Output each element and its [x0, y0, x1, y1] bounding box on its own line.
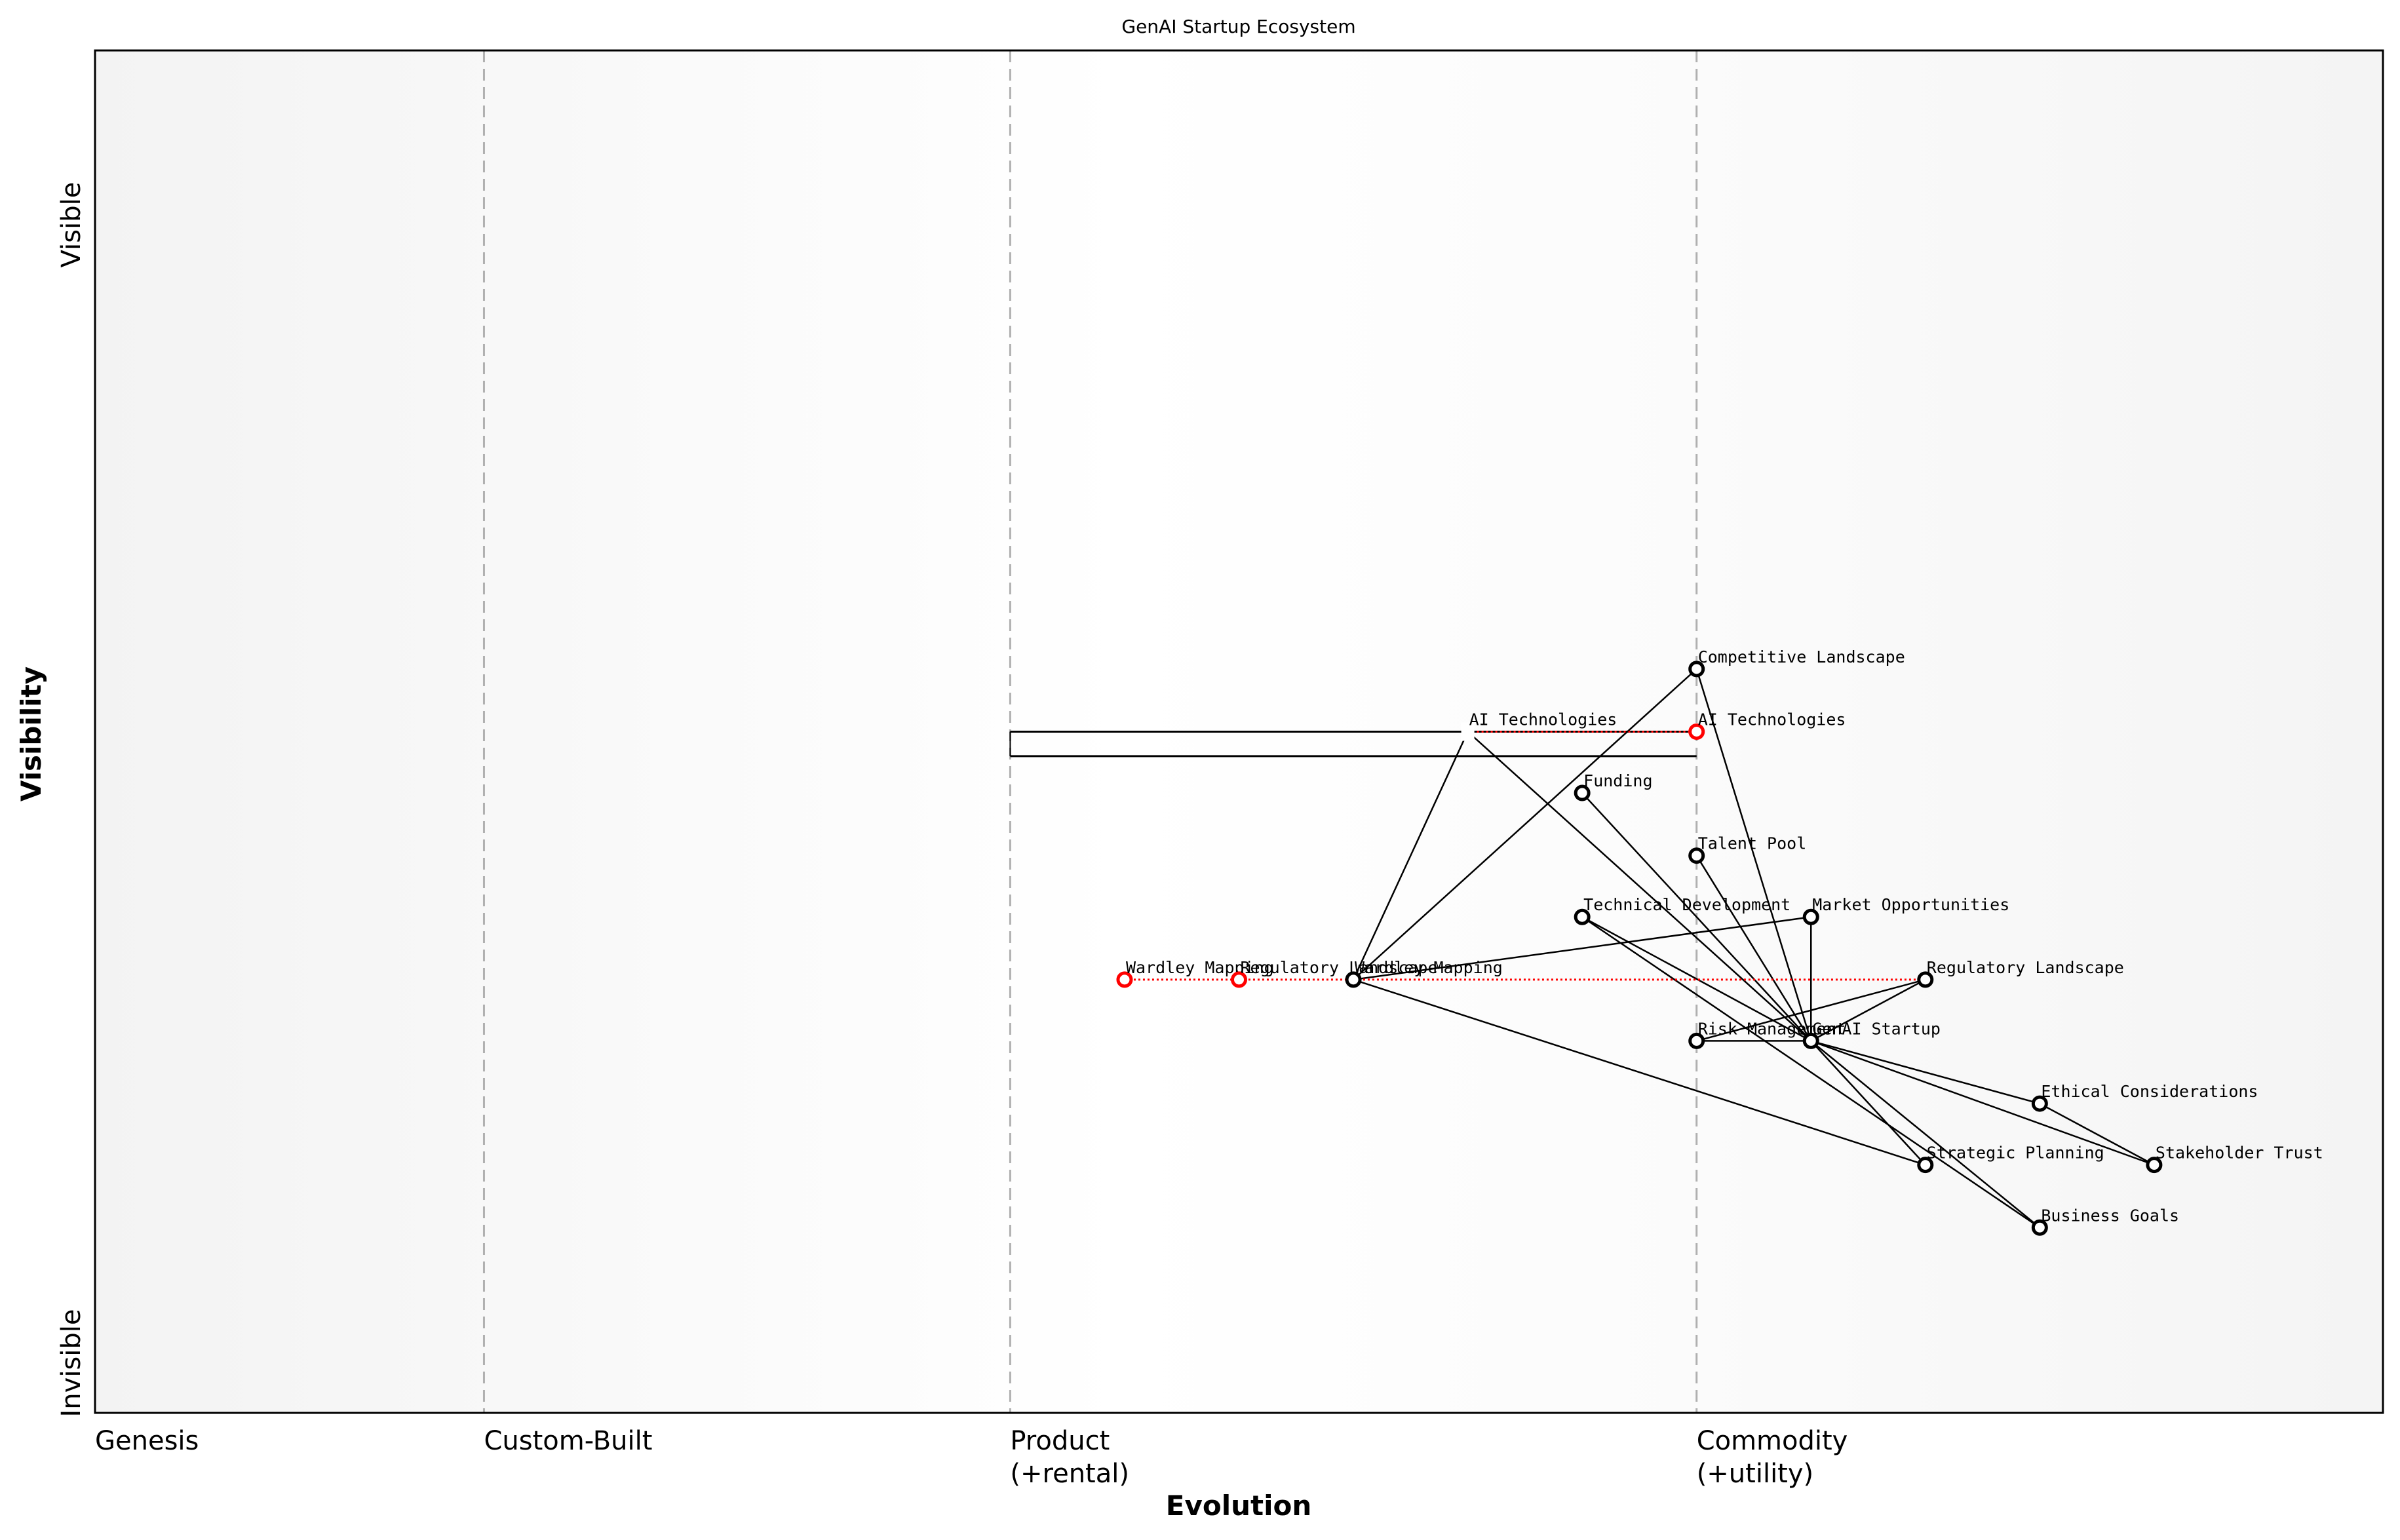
dependency-edge	[1695, 668, 1812, 1041]
evolved-node-marker[interactable]	[1116, 971, 1133, 988]
dependency-edge	[2039, 1102, 2155, 1166]
dependency-edge	[1467, 731, 1812, 1042]
dependency-edge	[1353, 916, 1811, 981]
component-label: Competitive Landscape	[1698, 647, 1905, 666]
y-label-invisible: Invisible	[56, 1309, 87, 1417]
component-node-wardley-mapping[interactable]	[1345, 971, 1362, 988]
x-stage-label: Commodity	[1697, 1426, 1848, 1456]
component-node-stakeholder-trust[interactable]	[2146, 1157, 2163, 1174]
x-axis-stage-labels: Genesis Custom-Built Product(+rental) Commo…	[95, 1426, 1848, 1489]
dependency-edge	[1696, 978, 1926, 1042]
dependency-edges	[1352, 668, 2155, 1229]
evolution-lines	[1124, 731, 1926, 981]
component-node-talent-pool[interactable]	[1688, 847, 1705, 864]
ghost-node-marker	[1461, 722, 1475, 741]
dependency-edge	[1352, 731, 1469, 980]
component-label: Market Opportunities	[1812, 895, 2009, 914]
component-node-strategic-planning[interactable]	[1917, 1157, 1934, 1174]
dependency-edge	[1695, 855, 1812, 1042]
chart-title: GenAI Startup Ecosystem	[1121, 16, 1355, 37]
component-label: Funding	[1583, 771, 1652, 790]
dependency-edge	[1353, 978, 1926, 1166]
component-node-risk-management[interactable]	[1688, 1032, 1705, 1049]
component-label: Regulatory Landscape	[1927, 958, 2124, 977]
component-node-ethical-considerations[interactable]	[2031, 1095, 2048, 1112]
dependency-edge	[1810, 1040, 1926, 1166]
component-node-regulatory-landscape[interactable]	[1917, 971, 1934, 988]
component-label: Business Goals	[2041, 1206, 2179, 1225]
component-label: Technical Development	[1583, 895, 1790, 914]
plot-frame	[94, 49, 2384, 1414]
component-node-ai-technologies[interactable]	[1688, 723, 1705, 740]
x-stage-sublabel: (+utility)	[1697, 1459, 1813, 1489]
y-axis-label: Visibility	[15, 666, 47, 801]
component-node-technical-development[interactable]	[1574, 908, 1591, 925]
component-node-genai-startup[interactable]	[1802, 1032, 1819, 1049]
evolved-node-label: Regulatory Landscape	[1241, 958, 1438, 977]
x-axis-label: Evolution	[1166, 1490, 1311, 1522]
component-node-market-opportunities[interactable]	[1802, 908, 1819, 925]
x-stage-label: Product	[1010, 1426, 1110, 1456]
component-label: Wardley Mapping	[1355, 958, 1503, 977]
x-stage-sublabel: (+rental)	[1010, 1459, 1129, 1489]
component-label: Talent Pool	[1698, 834, 1807, 853]
dependency-edge	[1810, 1040, 2041, 1229]
component-node-business-goals[interactable]	[2031, 1219, 2048, 1236]
component-label: AI Technologies	[1698, 710, 1846, 729]
pipeline-box	[1009, 731, 1697, 758]
dependency-edge	[1810, 978, 1926, 1042]
evolved-node-marker[interactable]	[1231, 971, 1247, 988]
component-label: Risk Management	[1698, 1019, 1846, 1038]
x-stage-label: Genesis	[95, 1426, 199, 1456]
dependency-edge	[1810, 1040, 2040, 1105]
component-node-competitive-landscape[interactable]	[1688, 661, 1705, 678]
dependency-edge	[1353, 668, 1697, 980]
component-label: Stakeholder Trust	[2156, 1144, 2323, 1163]
evolved-node-label: Wardley Mapping	[1126, 958, 1274, 977]
component-label: Ethical Considerations	[2041, 1082, 2258, 1101]
component-node-funding[interactable]	[1574, 784, 1591, 801]
ghost-node-label: AI Technologies	[1469, 710, 1617, 729]
dependency-edge	[1810, 1040, 2155, 1166]
component-label: GenAI Startup	[1812, 1019, 1941, 1038]
component-label: Strategic Planning	[1927, 1144, 2104, 1163]
dependency-edge	[1581, 916, 2041, 1229]
dependency-edge	[1581, 792, 1812, 1042]
x-stage-label: Custom-Built	[484, 1426, 652, 1456]
y-label-visible: Visible	[56, 182, 87, 268]
